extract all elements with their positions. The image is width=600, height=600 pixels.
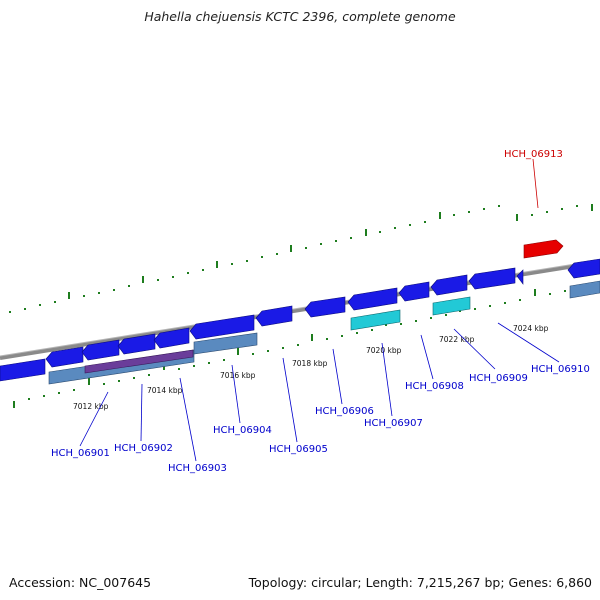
- gene-label[interactable]: HCH_06901: [51, 448, 110, 459]
- scale-label: 7016 kbp: [220, 371, 256, 380]
- map-title: Hahella chejuensis KCTC 2396, complete g…: [144, 9, 456, 24]
- accession-text: Accession: NC_007645: [9, 575, 152, 590]
- gene-label[interactable]: HCH_06905: [269, 444, 328, 455]
- scale-labels: 7012 kbp 7014 kbp 7016 kbp 7018 kbp 7020…: [73, 324, 549, 411]
- gene-arrow[interactable]: [398, 281, 430, 302]
- leader-line-hch-06913: [532, 158, 539, 209]
- scale-label: 7018 kbp: [292, 359, 328, 368]
- gene-arrow[interactable]: [189, 314, 255, 340]
- gene-label[interactable]: HCH_06909: [469, 373, 528, 384]
- gene-label[interactable]: HCH_06902: [114, 443, 173, 454]
- cds-bar[interactable]: [193, 332, 258, 355]
- gene-label[interactable]: HCH_06910: [531, 364, 590, 375]
- gene-label[interactable]: HCH_06906: [315, 406, 374, 417]
- cds-bar[interactable]: [84, 349, 194, 374]
- leader-lines: [79, 322, 560, 462]
- cds-bar[interactable]: [569, 280, 600, 299]
- cds-features: [48, 280, 600, 385]
- scale-label: 7024 kbp: [513, 324, 549, 333]
- gene-arrow[interactable]: [468, 267, 516, 290]
- gene-arrow[interactable]: [304, 296, 346, 318]
- scale-label: 7022 kbp: [439, 335, 475, 344]
- gene-arrow[interactable]: [45, 346, 84, 368]
- outer-tick-ring: [9, 204, 593, 313]
- gene-label[interactable]: HCH_06903: [168, 463, 227, 474]
- gene-label-highlight[interactable]: HCH_06913: [504, 149, 563, 160]
- scale-label: 7012 kbp: [73, 402, 109, 411]
- scale-label: 7020 kbp: [366, 346, 402, 355]
- gene-arrow[interactable]: [0, 358, 46, 382]
- gene-label[interactable]: HCH_06908: [405, 381, 464, 392]
- gene-labels: HCH_06901 HCH_06902 HCH_06903 HCH_06904 …: [51, 364, 590, 474]
- gene-arrow[interactable]: [153, 327, 190, 349]
- scale-label: 7014 kbp: [147, 386, 183, 395]
- gene-arrow[interactable]: [347, 287, 398, 311]
- gene-label[interactable]: HCH_06907: [364, 418, 423, 429]
- cds-bar[interactable]: [350, 309, 401, 331]
- gene-arrow[interactable]: [567, 258, 600, 279]
- gene-arrow[interactable]: [516, 269, 524, 285]
- gene-label[interactable]: HCH_06904: [213, 425, 272, 436]
- gene-arrow[interactable]: [430, 274, 468, 296]
- reverse-strand-genes: [0, 258, 600, 382]
- genome-stats-text: Topology: circular; Length: 7,215,267 bp…: [248, 575, 592, 590]
- gene-arrow-hch-06913[interactable]: [523, 239, 564, 259]
- gene-arrow[interactable]: [255, 305, 293, 327]
- cds-bar[interactable]: [432, 296, 471, 316]
